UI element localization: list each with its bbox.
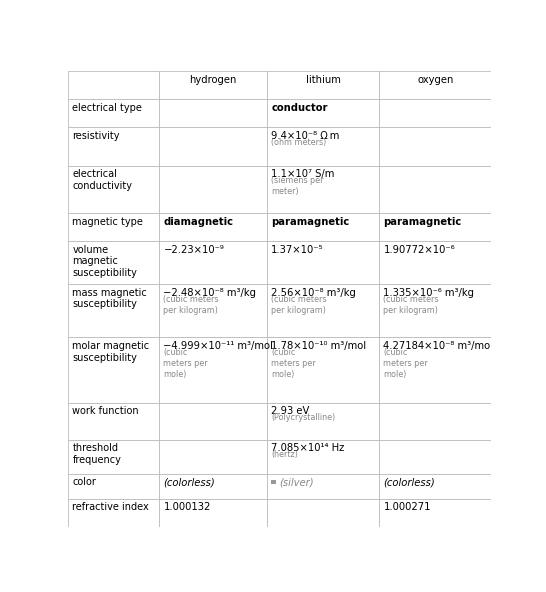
- Bar: [379, 166, 491, 213]
- Text: molar magnetic
susceptibility: molar magnetic susceptibility: [73, 341, 150, 363]
- Bar: [68, 403, 159, 439]
- Text: 1.90772×10⁻⁶: 1.90772×10⁻⁶: [383, 245, 455, 255]
- Text: −2.23×10⁻⁹: −2.23×10⁻⁹: [163, 245, 224, 255]
- Text: hydrogen: hydrogen: [189, 75, 237, 85]
- Bar: [267, 498, 379, 527]
- Text: lithium: lithium: [306, 75, 341, 85]
- Bar: [159, 337, 267, 403]
- Bar: [379, 498, 491, 527]
- Bar: [159, 403, 267, 439]
- Text: oxygen: oxygen: [417, 75, 454, 85]
- Bar: [379, 337, 491, 403]
- Bar: [267, 439, 379, 474]
- Text: (cubic
meters per
mole): (cubic meters per mole): [163, 348, 208, 379]
- Bar: [379, 284, 491, 337]
- Text: 1.1×10⁷ S/m: 1.1×10⁷ S/m: [271, 169, 335, 179]
- Text: (cubic meters
per kilogram): (cubic meters per kilogram): [271, 295, 327, 315]
- Bar: [68, 127, 159, 166]
- Text: mass magnetic
susceptibility: mass magnetic susceptibility: [73, 288, 147, 310]
- Bar: [68, 99, 159, 127]
- Bar: [267, 71, 379, 99]
- Bar: [379, 127, 491, 166]
- Text: volume
magnetic
susceptibility: volume magnetic susceptibility: [73, 245, 138, 278]
- Text: work function: work function: [73, 406, 139, 416]
- Text: 1.37×10⁻⁵: 1.37×10⁻⁵: [271, 245, 324, 255]
- Text: (ohm meters): (ohm meters): [271, 138, 327, 147]
- Bar: [267, 99, 379, 127]
- Bar: [68, 166, 159, 213]
- Text: (cubic
meters per
mole): (cubic meters per mole): [271, 348, 316, 379]
- Bar: [159, 99, 267, 127]
- Text: (colorless): (colorless): [383, 477, 435, 487]
- Bar: [68, 71, 159, 99]
- Bar: [68, 337, 159, 403]
- Bar: [159, 213, 267, 241]
- Bar: [267, 337, 379, 403]
- Bar: [379, 242, 491, 284]
- Bar: [68, 242, 159, 284]
- Text: color: color: [73, 477, 96, 487]
- Bar: [271, 480, 276, 484]
- Text: paramagnetic: paramagnetic: [271, 217, 349, 227]
- Bar: [379, 99, 491, 127]
- Bar: [159, 284, 267, 337]
- Bar: [159, 439, 267, 474]
- Text: resistivity: resistivity: [73, 131, 120, 141]
- Bar: [379, 213, 491, 241]
- Bar: [267, 403, 379, 439]
- Text: 2.56×10⁻⁸ m³/kg: 2.56×10⁻⁸ m³/kg: [271, 288, 356, 298]
- Bar: [267, 127, 379, 166]
- Text: −2.48×10⁻⁸ m³/kg: −2.48×10⁻⁸ m³/kg: [163, 288, 257, 298]
- Bar: [379, 71, 491, 99]
- Bar: [159, 127, 267, 166]
- Text: (silver): (silver): [280, 477, 314, 487]
- Bar: [267, 284, 379, 337]
- Bar: [68, 498, 159, 527]
- Bar: [267, 242, 379, 284]
- Text: 1.335×10⁻⁶ m³/kg: 1.335×10⁻⁶ m³/kg: [383, 288, 474, 298]
- Text: −4.999×10⁻¹¹ m³/mol: −4.999×10⁻¹¹ m³/mol: [163, 341, 274, 351]
- Bar: [68, 474, 159, 498]
- Bar: [267, 474, 379, 498]
- Text: paramagnetic: paramagnetic: [383, 217, 462, 227]
- Bar: [159, 242, 267, 284]
- Text: (colorless): (colorless): [163, 477, 215, 487]
- Bar: [68, 439, 159, 474]
- Text: diamagnetic: diamagnetic: [163, 217, 234, 227]
- Text: (Polycrystalline): (Polycrystalline): [271, 413, 336, 422]
- Text: threshold
frequency: threshold frequency: [73, 443, 121, 465]
- Bar: [68, 213, 159, 241]
- Text: electrical
conductivity: electrical conductivity: [73, 169, 133, 191]
- Bar: [159, 71, 267, 99]
- Text: (hertz): (hertz): [271, 450, 298, 459]
- Bar: [379, 403, 491, 439]
- Bar: [159, 474, 267, 498]
- Text: (siemens per
meter): (siemens per meter): [271, 176, 324, 197]
- Text: 1.000271: 1.000271: [383, 503, 431, 513]
- Text: electrical type: electrical type: [73, 103, 143, 113]
- Bar: [267, 213, 379, 241]
- Text: 1.000132: 1.000132: [163, 503, 211, 513]
- Text: 4.27184×10⁻⁸ m³/mol: 4.27184×10⁻⁸ m³/mol: [383, 341, 494, 351]
- Bar: [379, 439, 491, 474]
- Bar: [267, 166, 379, 213]
- Text: magnetic type: magnetic type: [73, 217, 144, 227]
- Bar: [159, 498, 267, 527]
- Text: refractive index: refractive index: [73, 503, 149, 513]
- Text: 9.4×10⁻⁸ Ω m: 9.4×10⁻⁸ Ω m: [271, 131, 340, 141]
- Text: 7.085×10¹⁴ Hz: 7.085×10¹⁴ Hz: [271, 443, 345, 453]
- Bar: [68, 284, 159, 337]
- Text: 1.78×10⁻¹⁰ m³/mol: 1.78×10⁻¹⁰ m³/mol: [271, 341, 366, 351]
- Text: conductor: conductor: [271, 103, 328, 113]
- Text: (cubic meters
per kilogram): (cubic meters per kilogram): [383, 295, 439, 315]
- Text: (cubic
meters per
mole): (cubic meters per mole): [383, 348, 428, 379]
- Text: (cubic meters
per kilogram): (cubic meters per kilogram): [163, 295, 219, 315]
- Bar: [379, 474, 491, 498]
- Bar: [159, 166, 267, 213]
- Text: 2.93 eV: 2.93 eV: [271, 406, 310, 416]
